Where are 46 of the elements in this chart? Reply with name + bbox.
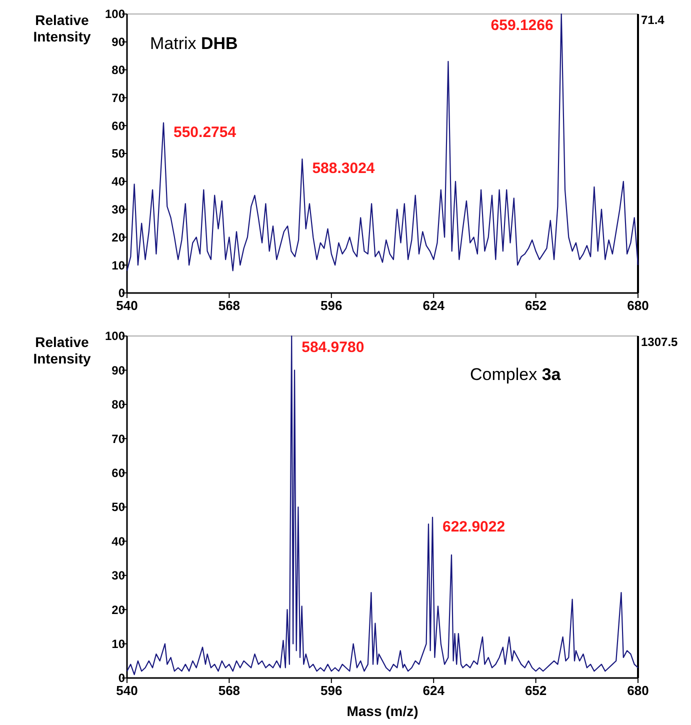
x-tick-label: 540 [116, 683, 138, 698]
y-tick-label: 100 [104, 7, 126, 22]
y-tick-label: 80 [112, 63, 126, 77]
x-tick-label: 680 [627, 298, 649, 313]
text: 1307.5 [641, 335, 678, 349]
x-tick-label: 624 [422, 683, 446, 698]
x-tick-label: 568 [218, 298, 240, 313]
y-tick-label: 70 [112, 90, 126, 105]
y-tick-label: 20 [112, 230, 126, 244]
x-tick-label: 680 [627, 683, 649, 698]
x-tick-label: 596 [320, 298, 342, 313]
annotation: 659.1266 [490, 17, 554, 34]
y-tick-label: 20 [112, 602, 126, 617]
x-tick-label: 652 [524, 298, 547, 313]
y-tick-label: 60 [112, 466, 126, 480]
x-axis-title: Mass (m/z) [346, 703, 418, 719]
x-tick-label: 652 [524, 683, 547, 698]
x-tick-label: 568 [218, 683, 240, 698]
annotation: Complex 3a [470, 365, 562, 384]
y-tick-label: 30 [112, 568, 126, 583]
y-tick-label: 40 [112, 534, 126, 548]
y-tick-label: 10 [112, 637, 126, 651]
x-tick-label: 624 [422, 298, 446, 313]
y-tick-label: 30 [112, 202, 126, 216]
annotation: Matrix DHB [150, 34, 238, 53]
line-series [126, 335, 639, 676]
y-tick-label: 40 [112, 174, 126, 189]
x-tick-label: 540 [116, 298, 138, 313]
y-tick-label: 50 [112, 500, 126, 514]
y-tick-label: 100 [104, 329, 126, 344]
y-axis-title: Relative Intensity [33, 12, 91, 45]
text: 71.4 [641, 13, 665, 27]
y-tick-label: 80 [112, 398, 126, 412]
y-tick-label: 60 [112, 118, 126, 133]
y-tick-label: 50 [112, 146, 126, 161]
annotation: 622.9022 [442, 518, 506, 536]
annotation: 584.9780 [302, 339, 364, 356]
y-tick-label: 90 [112, 363, 126, 378]
annotation: 550.2754 [174, 124, 237, 141]
annotation: 588.3024 [312, 160, 376, 178]
x-tick-label: 596 [320, 683, 342, 698]
y-tick-label: 10 [112, 258, 126, 272]
line-series [126, 13, 639, 272]
y-axis-title: Relative Intensity [33, 334, 91, 367]
y-tick-label: 90 [112, 35, 126, 50]
y-tick-label: 70 [112, 432, 126, 446]
